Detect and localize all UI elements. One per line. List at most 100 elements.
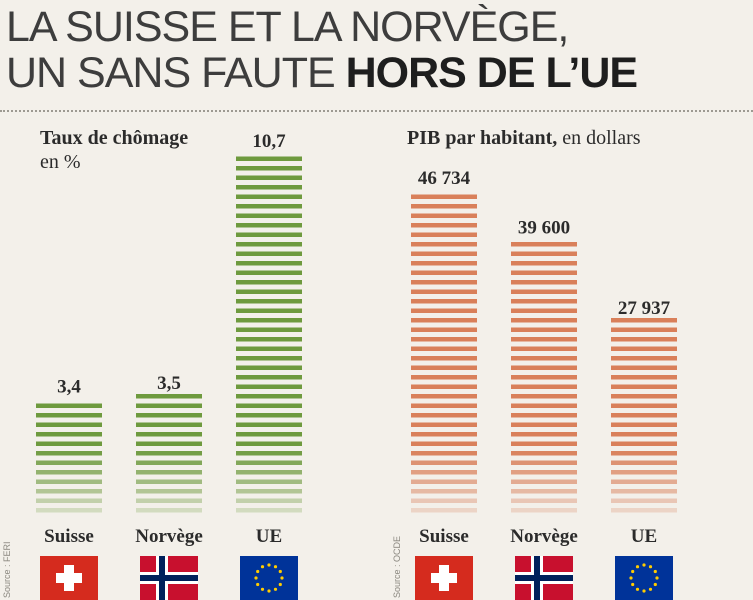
bar-stripe	[511, 470, 577, 475]
bar-stripe	[511, 460, 577, 465]
swiss-flag-icon-0	[40, 556, 98, 600]
bar-stripe	[236, 261, 302, 266]
bar-stripe	[136, 422, 202, 427]
bar-stripe	[36, 422, 102, 427]
bar-stripe	[136, 413, 202, 418]
bar-stripe	[411, 242, 477, 247]
bar-stripe	[236, 251, 302, 256]
bar-stripe	[411, 280, 477, 285]
bar-stripe	[611, 318, 677, 323]
unemployment-bar-0	[36, 403, 102, 513]
bar-stripe	[411, 232, 477, 237]
bar-stripe	[511, 508, 577, 513]
swiss-flag-icon-1	[415, 556, 473, 600]
bar-stripe	[36, 479, 102, 484]
bar-stripe	[511, 432, 577, 437]
bar-stripe	[611, 413, 677, 418]
bar-stripe	[411, 460, 477, 465]
bar-stripe	[511, 299, 577, 304]
bar-stripe	[611, 470, 677, 475]
bar-stripe	[236, 508, 302, 513]
bar-stripe	[411, 365, 477, 370]
bar-stripe	[511, 356, 577, 361]
bar-stripe	[511, 413, 577, 418]
bar-stripe	[411, 394, 477, 399]
bar-stripe	[411, 318, 477, 323]
unemployment-value-label-2: 10,7	[252, 131, 286, 152]
bar-stripe	[411, 356, 477, 361]
bar-stripe	[36, 498, 102, 503]
bar-stripe	[611, 394, 677, 399]
bar-stripe	[511, 365, 577, 370]
bar-stripe	[411, 308, 477, 313]
headline-line-2-regular: UN SANS FAUTE	[6, 49, 346, 97]
unemployment-category-label-0: Suisse	[44, 526, 94, 547]
bar-stripe	[411, 327, 477, 332]
bar-stripe	[136, 470, 202, 475]
bar-stripe	[236, 460, 302, 465]
bar-stripe	[36, 451, 102, 456]
bar-stripe	[411, 413, 477, 418]
bar-stripe	[611, 508, 677, 513]
gdp-category-label-1: Norvège	[510, 526, 578, 547]
unemployment-value-label-0: 3,4	[57, 377, 81, 398]
headline-line-1: LA SUISSE ET LA NORVÈGE,	[6, 3, 569, 51]
gdp-bar-0	[411, 194, 477, 513]
bar-stripe	[411, 251, 477, 256]
bar-stripe	[411, 375, 477, 380]
bar-stripe	[411, 441, 477, 446]
bar-stripe	[236, 299, 302, 304]
bar-stripe	[136, 508, 202, 513]
bar-stripe	[611, 479, 677, 484]
bar-stripe	[236, 185, 302, 190]
bar-stripe	[36, 432, 102, 437]
bar-stripe	[611, 460, 677, 465]
unemployment-label-title: Taux de chômage	[40, 127, 189, 149]
bar-stripe	[411, 270, 477, 275]
bar-stripe	[511, 422, 577, 427]
eu-flag-icon-1	[615, 556, 673, 600]
unemployment-bar-2	[236, 156, 302, 513]
bar-stripe	[611, 356, 677, 361]
gdp-label-title: PIB par habitant,	[407, 127, 558, 149]
gdp-value-label-1: 39 600	[518, 217, 570, 238]
gdp-label-unit: en dollars	[562, 127, 641, 149]
bar-stripe	[611, 346, 677, 351]
bar-stripe	[236, 441, 302, 446]
bar-stripe	[411, 498, 477, 503]
bar-stripe	[611, 498, 677, 503]
bar-stripe	[236, 204, 302, 209]
bar-stripe	[136, 479, 202, 484]
bar-stripe	[236, 223, 302, 228]
bar-stripe	[411, 204, 477, 209]
bar-stripe	[236, 451, 302, 456]
unemployment-label-unit: en %	[40, 151, 81, 173]
bar-stripe	[611, 422, 677, 427]
bar-stripe	[236, 175, 302, 180]
bar-stripe	[236, 470, 302, 475]
bar-stripe	[411, 508, 477, 513]
bar-stripe	[611, 327, 677, 332]
bar-stripe	[511, 479, 577, 484]
unemployment-label: Taux de chômage en %	[40, 126, 190, 174]
bar-stripe	[611, 489, 677, 494]
bar-stripe	[411, 384, 477, 389]
bar-stripe	[236, 422, 302, 427]
headline-line-2-bold: HORS DE L’UE	[345, 49, 638, 97]
bar-stripe	[411, 299, 477, 304]
gdp-category-label-0: Suisse	[419, 526, 469, 547]
norwegian-flag-icon-1	[515, 556, 573, 600]
bar-stripe	[511, 403, 577, 408]
bar-stripe	[611, 337, 677, 342]
bar-stripe	[136, 489, 202, 494]
bar-stripe	[36, 460, 102, 465]
bar-stripe	[611, 403, 677, 408]
bar-stripe	[611, 451, 677, 456]
dotted-divider	[0, 110, 753, 112]
bar-stripe	[136, 394, 202, 399]
bar-stripe	[236, 394, 302, 399]
norwegian-flag-icon-0	[140, 556, 198, 600]
bar-stripe	[511, 270, 577, 275]
bar-stripe	[236, 356, 302, 361]
